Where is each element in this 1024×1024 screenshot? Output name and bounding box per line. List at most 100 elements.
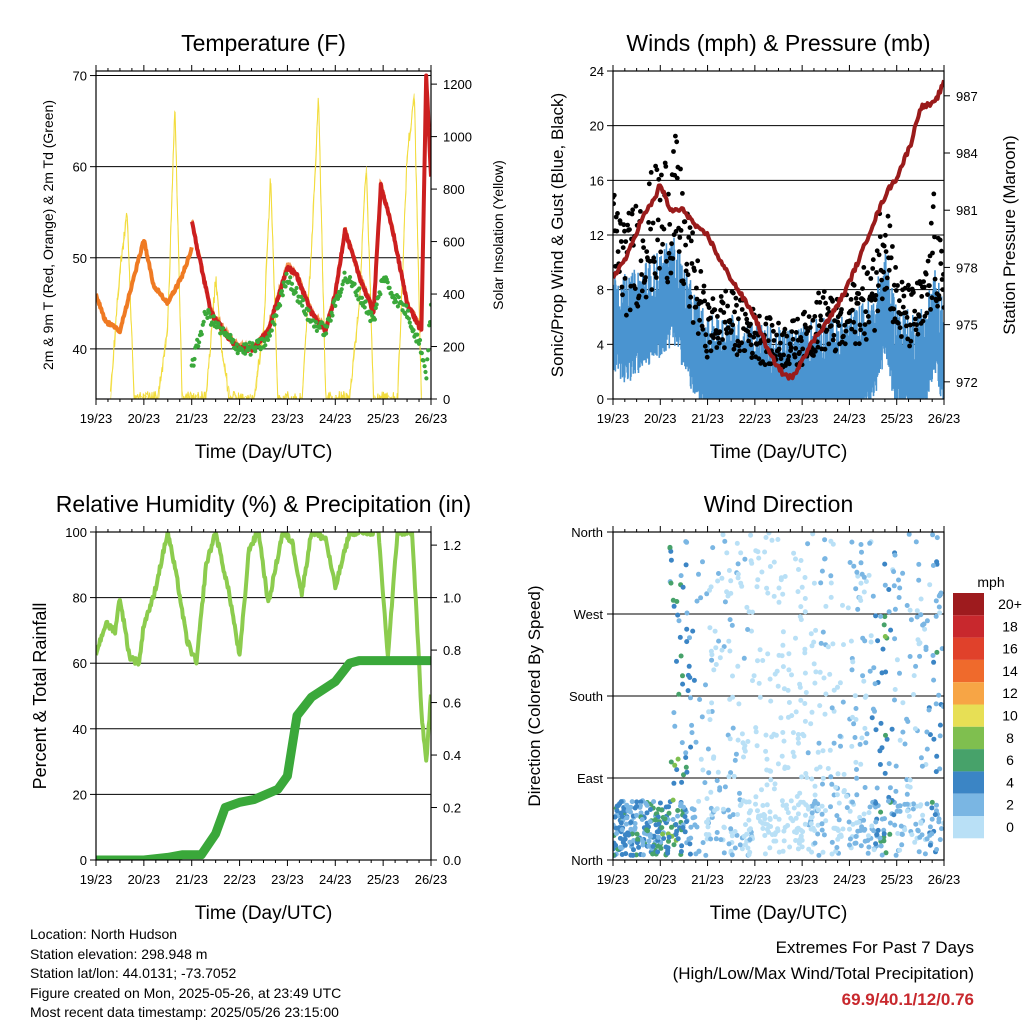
direction-point [768, 777, 774, 783]
direction-point [762, 833, 768, 838]
gust-point [700, 326, 706, 332]
direction-point [707, 587, 712, 593]
direction-point [852, 840, 858, 846]
gust-point [674, 175, 680, 181]
y-tick-label: 16 [590, 173, 604, 188]
direction-point [828, 804, 833, 810]
direction-point [852, 693, 858, 699]
x-tick-label: 23/23 [786, 411, 819, 426]
direction-point [858, 761, 864, 767]
y-tick-label: 4 [597, 337, 604, 352]
y-tick-label-right: 800 [443, 182, 465, 197]
gust-point [774, 332, 779, 338]
direction-point [741, 655, 747, 661]
direction-point [798, 604, 804, 610]
gust-point [695, 258, 701, 264]
direction-point [918, 802, 924, 808]
gust-point [712, 307, 718, 313]
direction-point [900, 729, 906, 735]
gust-point [618, 239, 624, 244]
direction-point [932, 812, 938, 818]
direction-point [735, 737, 741, 743]
latlon-text: Station lat/lon: 44.0131; -73.7052 [30, 965, 237, 981]
gust-point [648, 226, 653, 232]
direction-point [676, 618, 682, 624]
direction-point [707, 717, 713, 723]
direction-point [809, 776, 815, 782]
legend-swatch [953, 816, 984, 839]
direction-point [846, 819, 852, 825]
direction-point [644, 802, 650, 808]
direction-point [816, 740, 822, 746]
gust-point [613, 201, 616, 207]
direction-point [822, 711, 828, 717]
direction-point [836, 817, 842, 823]
direction-point [741, 754, 746, 760]
direction-point [615, 803, 621, 809]
direction-point [940, 704, 944, 709]
direction-point [704, 591, 710, 597]
direction-point [683, 562, 689, 568]
direction-point [671, 603, 677, 609]
direction-point [840, 826, 846, 832]
direction-point [796, 740, 801, 746]
gust-point [748, 321, 753, 327]
y-tick-label: 20 [73, 787, 87, 802]
gust-point [932, 276, 938, 282]
gust-point [638, 258, 644, 264]
direction-point [624, 815, 630, 821]
direction-point [730, 725, 736, 731]
gust-point [643, 275, 648, 280]
gust-point [725, 303, 730, 309]
gust-point [665, 279, 671, 285]
direction-point [784, 806, 790, 812]
gust-point [890, 244, 895, 249]
gust-point [778, 356, 784, 362]
direction-point [840, 699, 846, 705]
direction-point [794, 794, 800, 799]
dewpoint-point [250, 341, 255, 346]
gust-point [907, 322, 913, 328]
legend-swatch [953, 771, 984, 794]
gust-point [833, 347, 839, 353]
gust-point [678, 166, 683, 172]
direction-point [852, 735, 858, 740]
dewpoint-series [189, 270, 431, 381]
direction-point [703, 852, 709, 858]
direction-point [781, 738, 787, 744]
direction-point [720, 532, 726, 538]
y-ticks-right: 972 975 978 981 984 987 [944, 89, 978, 390]
direction-point [864, 731, 870, 737]
gust-point [643, 294, 649, 300]
direction-point [877, 835, 883, 841]
gust-point [708, 315, 713, 321]
direction-point [773, 732, 779, 738]
gust-point [853, 341, 858, 347]
chart-title: Winds (mph) & Pressure (mb) [626, 30, 930, 56]
gust-point [639, 288, 645, 294]
dewpoint-point [243, 342, 249, 347]
gust-point [765, 338, 771, 344]
direction-point [845, 605, 851, 611]
direction-point [712, 808, 718, 813]
gust-point [847, 318, 853, 324]
gust-point [717, 329, 723, 335]
dewpoint-point [407, 320, 412, 325]
gust-point [677, 235, 683, 240]
gust-point [852, 329, 858, 335]
gust-point [627, 227, 632, 233]
direction-point [651, 799, 657, 805]
direction-point [714, 830, 720, 835]
direction-point [706, 770, 712, 776]
direction-point [800, 731, 806, 737]
y-tick-label: South [569, 689, 603, 704]
direction-point [775, 761, 781, 767]
direction-point [628, 826, 634, 832]
x-tick-label: 19/23 [80, 872, 113, 887]
gust-point [848, 297, 854, 302]
dewpoint-point [417, 338, 423, 343]
x-axis-label: Time (Day/UTC) [710, 903, 848, 924]
gust-point [716, 340, 722, 346]
gust-point [724, 330, 730, 336]
gust-point [912, 308, 918, 314]
